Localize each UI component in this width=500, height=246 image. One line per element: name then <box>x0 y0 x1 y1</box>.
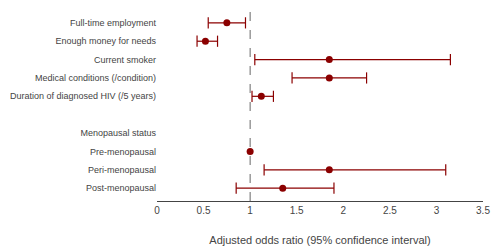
svg-text:Menopausal status: Menopausal status <box>80 128 156 138</box>
svg-text:Medical conditions (/condition: Medical conditions (/condition) <box>35 73 156 83</box>
svg-text:Current smoker: Current smoker <box>94 55 156 65</box>
svg-text:2.5: 2.5 <box>383 205 397 216</box>
svg-text:1.5: 1.5 <box>290 205 304 216</box>
svg-text:Adjusted odds ratio (95% confi: Adjusted odds ratio (95% confidence inte… <box>209 234 430 246</box>
svg-text:3.5: 3.5 <box>476 205 490 216</box>
svg-text:0.5: 0.5 <box>197 205 211 216</box>
svg-text:0: 0 <box>154 205 160 216</box>
svg-text:Post-menopausal: Post-menopausal <box>86 183 156 193</box>
svg-text:Pre-menopausal: Pre-menopausal <box>90 147 156 157</box>
svg-text:Duration of diagnosed HIV (/5: Duration of diagnosed HIV (/5 years) <box>10 91 156 101</box>
svg-text:Full-time employment: Full-time employment <box>70 18 157 28</box>
svg-text:Peri-menopausal: Peri-menopausal <box>88 165 156 175</box>
svg-text:2: 2 <box>341 205 347 216</box>
svg-text:1: 1 <box>247 205 253 216</box>
svg-text:Enough money for needs: Enough money for needs <box>55 36 156 46</box>
svg-text:3: 3 <box>434 205 440 216</box>
